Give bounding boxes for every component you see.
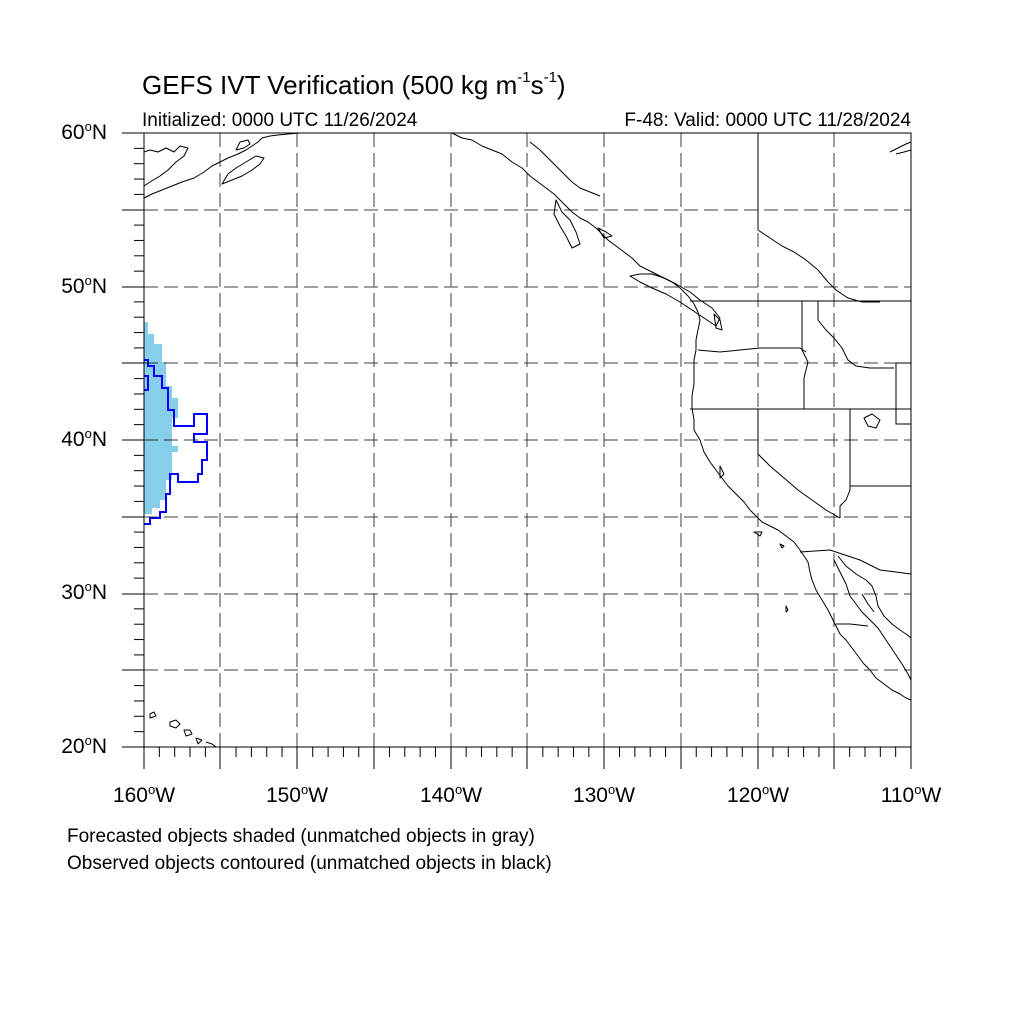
- axis-ticks: [122, 132, 912, 769]
- political-boundaries: [690, 133, 912, 627]
- lat-label-50: 50oN: [61, 273, 107, 298]
- lon-label-110w: 110oW: [880, 782, 942, 807]
- lat-label-20: 20oN: [61, 733, 107, 758]
- coastlines: [143, 132, 912, 748]
- initialized-label: Initialized: 0000 UTC 11/26/2024: [142, 110, 418, 131]
- map-title: GEFS IVT Verification (500 kg m-1s-1): [142, 69, 566, 100]
- lat-label-60: 60oN: [61, 119, 107, 144]
- lon-label-150w: 150oW: [265, 782, 329, 807]
- lon-label-160w: 160oW: [112, 782, 176, 807]
- observed-ivt-contour-lobe: [144, 375, 149, 391]
- valid-time-label: F-48: Valid: 0000 UTC 11/28/2024: [624, 110, 911, 131]
- lat-label-30: 30oN: [61, 579, 107, 604]
- forecast-ivt-object: [144, 322, 178, 514]
- lat-label-40: 40oN: [61, 426, 107, 451]
- minor-axis-ticks: [134, 147, 897, 757]
- footnote-observed: Observed objects contoured (unmatched ob…: [67, 853, 552, 874]
- lon-label-120w: 120oW: [726, 782, 790, 807]
- lon-label-130w: 130oW: [572, 782, 636, 807]
- footnote-forecast: Forecasted objects shaded (unmatched obj…: [67, 826, 535, 847]
- observed-ivt-contour: [144, 359, 208, 525]
- lon-label-140w: 140oW: [419, 782, 483, 807]
- graticule: [144, 133, 911, 747]
